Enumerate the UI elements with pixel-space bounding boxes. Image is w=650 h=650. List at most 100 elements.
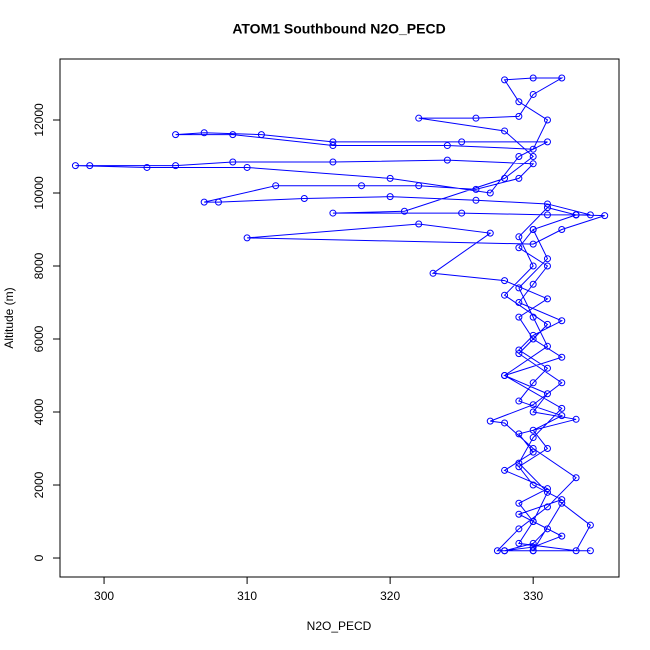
point bbox=[501, 291, 509, 299]
x-tick-label: 310 bbox=[237, 589, 257, 603]
point bbox=[443, 142, 451, 150]
point bbox=[543, 488, 551, 496]
point bbox=[515, 152, 523, 160]
y-tick-label: 2000 bbox=[32, 471, 46, 498]
point bbox=[472, 196, 480, 204]
point bbox=[501, 547, 509, 555]
point bbox=[493, 547, 501, 555]
point bbox=[572, 547, 580, 555]
point bbox=[543, 503, 551, 511]
point bbox=[443, 156, 451, 164]
point bbox=[529, 481, 537, 489]
point bbox=[543, 211, 551, 219]
point bbox=[558, 226, 566, 234]
point bbox=[543, 320, 551, 328]
point bbox=[515, 525, 523, 533]
point bbox=[572, 415, 580, 423]
y-tick-label: 4000 bbox=[32, 398, 46, 425]
point bbox=[415, 220, 423, 228]
point bbox=[558, 353, 566, 361]
point bbox=[558, 404, 566, 412]
plot-frame bbox=[59, 58, 620, 578]
point bbox=[243, 234, 251, 242]
point bbox=[515, 397, 523, 405]
point bbox=[529, 434, 537, 442]
point bbox=[543, 295, 551, 303]
point bbox=[272, 182, 280, 190]
point bbox=[415, 182, 423, 190]
point bbox=[515, 233, 523, 241]
point bbox=[529, 226, 537, 234]
point bbox=[515, 98, 523, 106]
point bbox=[501, 174, 509, 182]
point bbox=[543, 525, 551, 533]
point bbox=[543, 204, 551, 212]
point bbox=[329, 158, 337, 166]
point bbox=[486, 417, 494, 425]
y-tick-label: 0 bbox=[32, 554, 46, 561]
point bbox=[501, 466, 509, 474]
point bbox=[458, 138, 466, 146]
point bbox=[529, 335, 537, 343]
x-tick-label: 330 bbox=[523, 589, 543, 603]
point bbox=[358, 182, 366, 190]
point bbox=[529, 539, 537, 547]
point bbox=[572, 474, 580, 482]
point bbox=[329, 142, 337, 150]
point bbox=[501, 76, 509, 84]
point bbox=[458, 209, 466, 217]
point bbox=[529, 280, 537, 288]
point bbox=[501, 419, 509, 427]
point bbox=[501, 127, 509, 135]
point bbox=[486, 189, 494, 197]
point bbox=[501, 277, 509, 285]
point bbox=[586, 547, 594, 555]
point bbox=[515, 284, 523, 292]
point bbox=[515, 510, 523, 518]
y-tick-label: 6000 bbox=[32, 325, 46, 352]
point bbox=[529, 547, 537, 555]
point bbox=[429, 269, 437, 277]
point bbox=[558, 379, 566, 387]
point bbox=[529, 160, 537, 168]
point bbox=[529, 426, 537, 434]
point bbox=[558, 74, 566, 82]
point bbox=[529, 240, 537, 248]
point bbox=[515, 112, 523, 120]
point bbox=[529, 152, 537, 160]
point bbox=[543, 364, 551, 372]
point bbox=[543, 390, 551, 398]
point bbox=[543, 342, 551, 350]
y-tick-label: 12000 bbox=[32, 103, 46, 137]
point bbox=[515, 463, 523, 471]
point bbox=[601, 212, 609, 220]
y-axis-label: Altitude (m) bbox=[2, 287, 16, 348]
point bbox=[515, 244, 523, 252]
point bbox=[543, 485, 551, 493]
point bbox=[529, 262, 537, 270]
point bbox=[143, 163, 151, 171]
point bbox=[515, 350, 523, 358]
point bbox=[515, 539, 523, 547]
point bbox=[529, 74, 537, 82]
point bbox=[472, 185, 480, 193]
point bbox=[329, 209, 337, 217]
point bbox=[543, 116, 551, 124]
point bbox=[386, 193, 394, 201]
point bbox=[515, 459, 523, 467]
point bbox=[214, 198, 222, 206]
point bbox=[529, 379, 537, 387]
x-tick-label: 300 bbox=[94, 589, 114, 603]
point bbox=[515, 499, 523, 507]
point bbox=[572, 211, 580, 219]
point bbox=[529, 313, 537, 321]
point bbox=[543, 200, 551, 208]
point bbox=[529, 331, 537, 339]
point bbox=[172, 131, 180, 139]
y-tick-label: 8000 bbox=[32, 252, 46, 279]
point bbox=[558, 412, 566, 420]
x-axis-label: N2O_PECD bbox=[307, 619, 372, 633]
point bbox=[543, 255, 551, 263]
point bbox=[300, 194, 308, 202]
